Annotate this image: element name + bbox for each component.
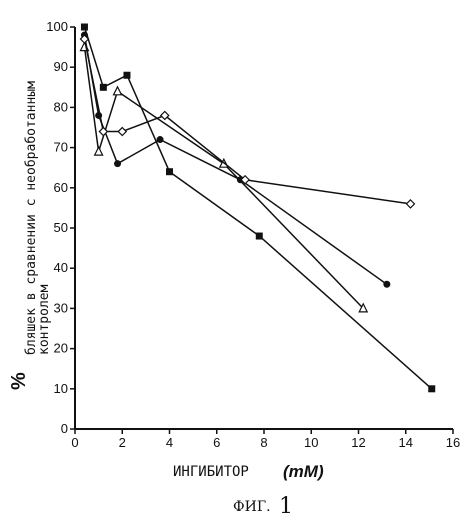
data-point [80, 23, 88, 31]
labels: % бляшек в сравнении с необработанным ко… [8, 81, 324, 519]
y-tick-label: 70 [54, 140, 68, 155]
data-point [123, 71, 131, 79]
data-point [159, 110, 170, 121]
data-point [383, 280, 391, 288]
data-point [117, 126, 128, 137]
ticks: 0 10 20 30 40 50 60 70 80 90 100 0 2 4 6 8 10 12 14 16 [46, 19, 460, 450]
data-point [99, 83, 107, 91]
data-point [428, 385, 436, 393]
data-point [166, 168, 173, 176]
x-tick-label: 4 [166, 435, 173, 450]
series-line [83, 38, 411, 205]
data-point [156, 136, 164, 144]
y-tick-label: 90 [54, 59, 68, 74]
data-point [112, 85, 123, 96]
data-point [98, 126, 109, 137]
data-point [240, 174, 250, 185]
series-filled-circle [80, 31, 391, 288]
series-filled-square [80, 23, 436, 393]
y-tick-label: 100 [46, 19, 68, 34]
series-line [83, 26, 433, 390]
y-axis-label-line1: бляшек в сравнении с необработанным [24, 81, 39, 355]
series-line [83, 46, 364, 309]
x-tick-label: 14 [399, 435, 413, 450]
data-point [405, 199, 416, 209]
x-tick-label: 12 [351, 435, 365, 450]
data-point [358, 302, 369, 313]
x-axis-label-unit: (mM) [283, 462, 324, 481]
figure-caption-number: 1 [279, 494, 293, 519]
series-group [79, 23, 436, 393]
y-tick-label: 10 [54, 381, 68, 396]
series-line [83, 34, 388, 285]
y-tick-label: 80 [54, 99, 68, 114]
y-tick-label: 40 [54, 260, 68, 275]
x-tick-label: 0 [71, 435, 78, 450]
x-tick-label: 6 [213, 435, 220, 450]
data-point [79, 34, 90, 44]
y-tick-label: 0 [61, 421, 68, 436]
y-tick-label: 60 [54, 180, 68, 195]
x-tick-label: 2 [119, 435, 126, 450]
data-point [255, 232, 263, 240]
y-tick-label: 50 [54, 220, 68, 235]
y-tick-label: 20 [54, 341, 68, 356]
x-axis-label-word: ИНГИБИТОР [173, 464, 249, 480]
y-axis-percent-label: % [8, 372, 30, 390]
figure-caption-prefix: ФИГ. [233, 499, 271, 515]
series-open-triangle [79, 41, 369, 313]
data-point [93, 145, 104, 156]
y-axis-label-line2: контролем [37, 284, 52, 355]
y-tick-label: 30 [54, 300, 68, 315]
x-tick-label: 16 [446, 435, 460, 450]
data-point [114, 160, 122, 168]
series-open-diamond [79, 34, 416, 209]
x-tick-label: 10 [304, 435, 318, 450]
x-tick-label: 8 [260, 435, 267, 450]
